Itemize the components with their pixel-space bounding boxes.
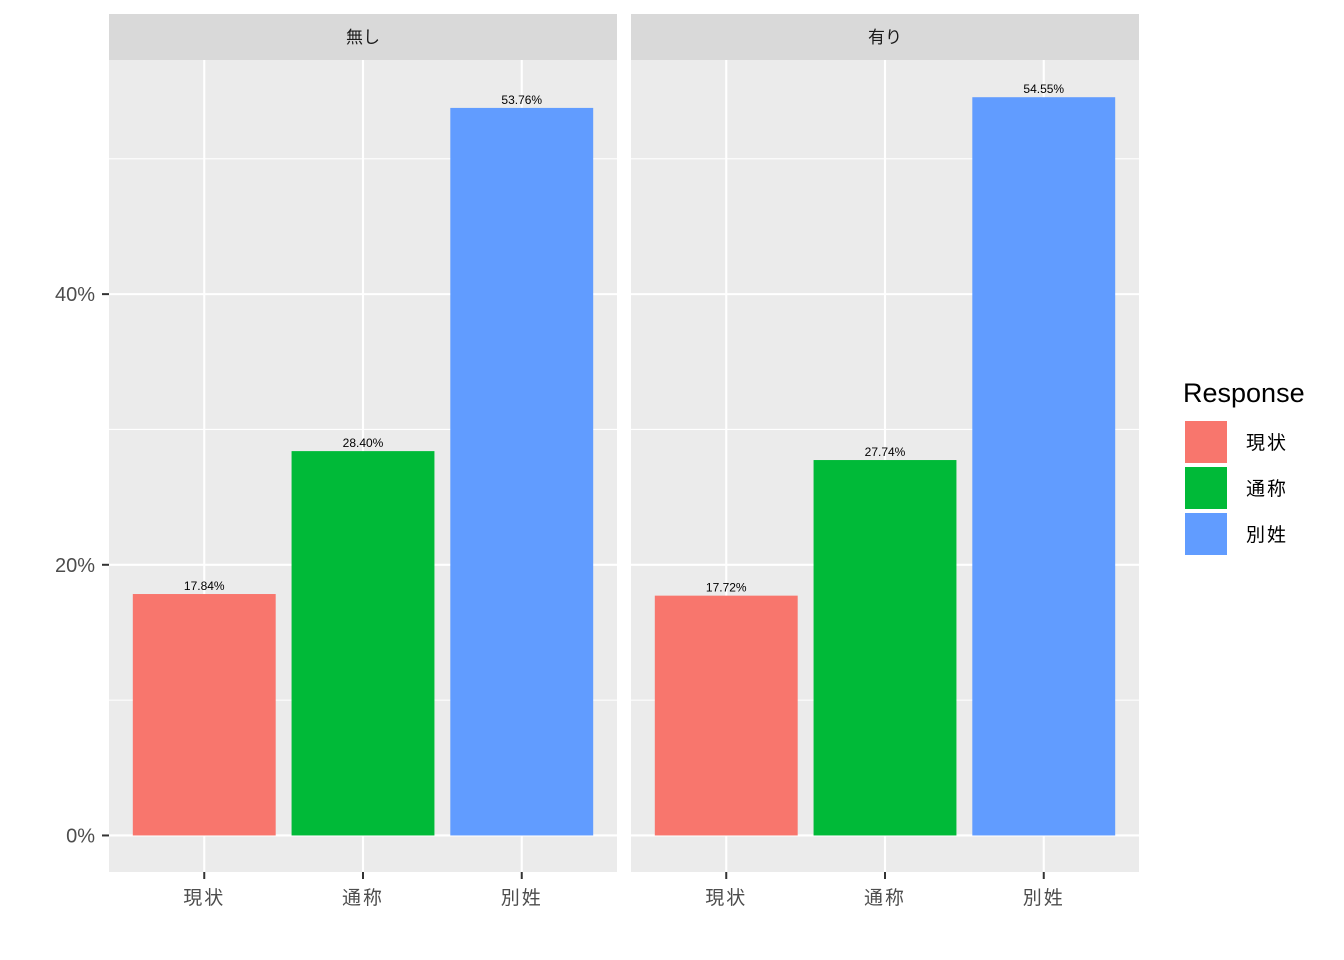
legend-title: Response [1183,378,1305,408]
x-tick-label: 通称 [342,887,384,909]
legend-entry-label: 現状 [1246,432,1288,454]
x-tick-label: 現状 [183,887,225,909]
bar [654,595,798,836]
facet-panel: 有り 17.72% 27.74% 54.55% 現状 通称 別姓 [631,14,1139,909]
facet-strip-label: 無し [346,28,380,48]
x-tick-label: 別姓 [1023,887,1065,909]
bar-data-label: 54.55% [1023,82,1064,96]
y-tick-label: 40% [55,284,95,306]
legend-key-swatch [1185,513,1227,555]
facet-strip-label: 有り [868,28,902,48]
facet-strip [109,14,617,60]
legend-entry-label: 通称 [1246,478,1288,500]
bar-data-label: 28.40% [343,436,384,450]
bar [813,460,957,836]
bar-data-label: 17.84% [184,579,225,593]
bar [291,451,435,836]
bar [132,594,276,836]
legend-key-swatch [1185,467,1227,509]
bar [450,107,594,836]
bar-data-label: 53.76% [501,93,542,107]
bar [972,97,1116,836]
x-tick-label: 通称 [864,887,906,909]
x-tick-label: 別姓 [501,887,543,909]
facet-panels: 無し 17.84% 28.40% 53.76% 現状 通称 別姓 有り 17.72% 27.74%… [109,14,1139,909]
facet-strip [631,14,1139,60]
legend-key-swatch [1185,421,1227,463]
x-tick-label: 現状 [705,887,747,909]
bar-data-label: 17.72% [706,581,747,595]
y-tick-label: 20% [55,555,95,577]
facet-panel: 無し 17.84% 28.40% 53.76% 現状 通称 別姓 [109,14,617,909]
y-tick-label: 0% [66,825,95,847]
bar-data-label: 27.74% [865,445,906,459]
y-axis: 0% 20% 40% [55,284,109,847]
legend-entry-label: 別姓 [1246,524,1288,546]
